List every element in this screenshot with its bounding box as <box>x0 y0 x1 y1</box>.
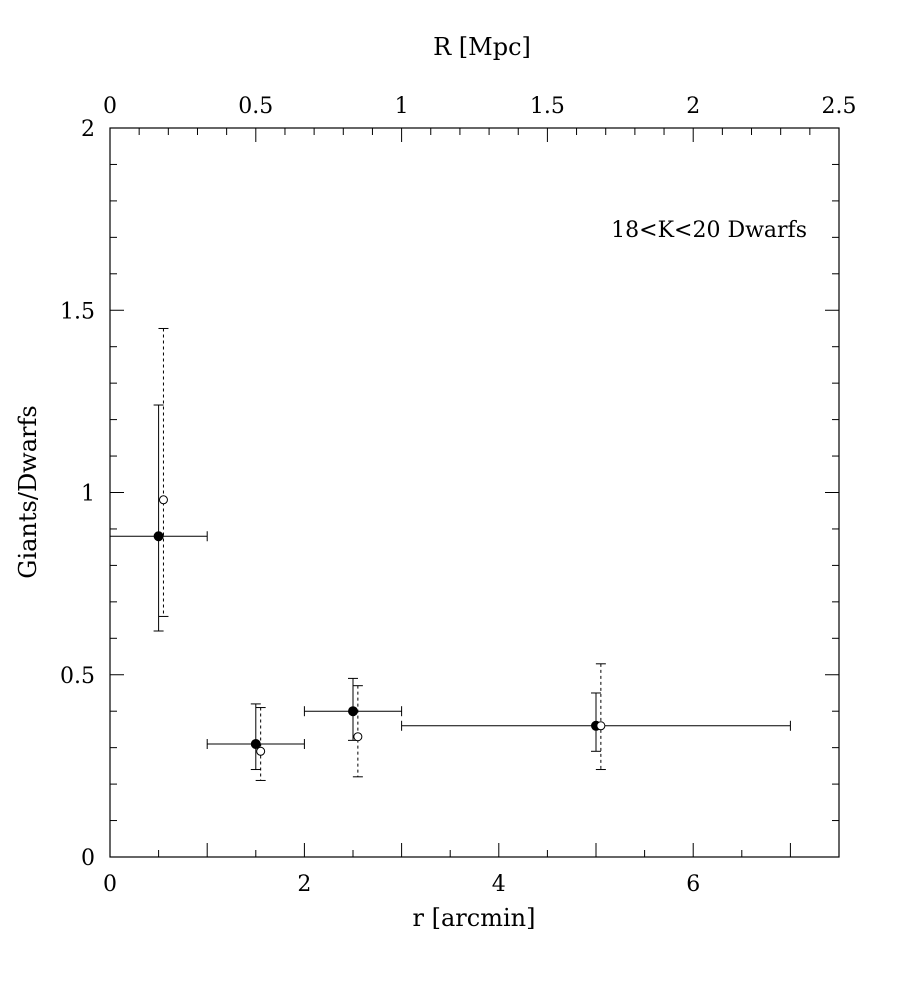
x-axis-label: r [arcmin] <box>413 904 536 932</box>
y-tick-label: 1.5 <box>60 299 95 324</box>
data-points <box>153 495 606 756</box>
open-data-point <box>596 721 606 731</box>
filled-data-point <box>348 706 358 717</box>
y-tick-label: 1 <box>81 482 95 507</box>
y-axis-label: Giants/Dwarfs <box>14 405 42 578</box>
axis-ticks <box>109 127 840 858</box>
x2-tick-label: 2 <box>686 94 700 119</box>
x2-tick-label: 2.5 <box>822 94 857 119</box>
filled-data-point <box>153 531 164 542</box>
chart-annotation: 18<K<20 Dwarfs <box>611 218 807 243</box>
x-tick-label: 6 <box>686 872 700 897</box>
error-bars <box>109 327 791 781</box>
x2-tick-label: 0 <box>103 94 117 119</box>
axis-tick-labels: 0 2 4 60 0.5 1 1.5 2 2.500.511.52 <box>60 94 857 897</box>
x-tick-label: 2 <box>297 872 311 897</box>
open-data-point <box>158 495 168 505</box>
y-tick-label: 0 <box>81 846 95 871</box>
x2-tick-label: 0.5 <box>238 94 273 119</box>
x-tick-label: 4 <box>492 872 506 897</box>
filled-data-point <box>250 739 261 750</box>
x2-axis-label: R [Mpc] <box>433 33 531 61</box>
x2-tick-label: 1 <box>395 94 409 119</box>
x-tick-label: 0 <box>103 872 117 897</box>
open-data-point <box>353 732 363 742</box>
y-tick-label: 0.5 <box>60 664 95 689</box>
x2-tick-label: 1.5 <box>530 94 565 119</box>
open-data-point <box>256 746 266 756</box>
y-tick-label: 2 <box>81 117 95 142</box>
